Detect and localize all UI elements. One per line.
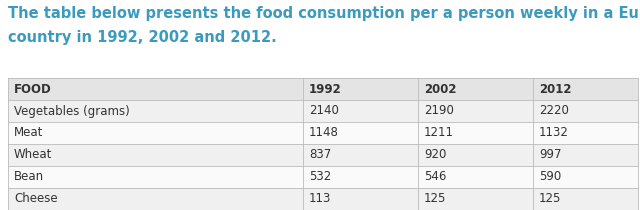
Text: Bean: Bean (14, 171, 44, 184)
Text: Vegetables (grams): Vegetables (grams) (14, 105, 130, 118)
Text: country in 1992, 2002 and 2012.: country in 1992, 2002 and 2012. (8, 30, 276, 45)
Text: 532: 532 (309, 171, 332, 184)
Text: 113: 113 (309, 193, 332, 206)
Text: 2140: 2140 (309, 105, 339, 118)
Text: Meat: Meat (14, 126, 44, 139)
Text: 1132: 1132 (539, 126, 569, 139)
Text: Cheese: Cheese (14, 193, 58, 206)
Text: 546: 546 (424, 171, 446, 184)
Text: 125: 125 (424, 193, 446, 206)
Text: 590: 590 (539, 171, 561, 184)
Text: The table below presents the food consumption per a person weekly in a European: The table below presents the food consum… (8, 6, 640, 21)
Text: 2220: 2220 (539, 105, 569, 118)
Text: 920: 920 (424, 148, 446, 161)
Text: 1211: 1211 (424, 126, 454, 139)
Text: 997: 997 (539, 148, 561, 161)
Text: 1992: 1992 (309, 83, 342, 96)
Text: 2012: 2012 (539, 83, 572, 96)
Text: 2190: 2190 (424, 105, 454, 118)
Text: 2002: 2002 (424, 83, 456, 96)
Text: Wheat: Wheat (14, 148, 52, 161)
Text: 837: 837 (309, 148, 332, 161)
Text: FOOD: FOOD (14, 83, 52, 96)
Text: 125: 125 (539, 193, 561, 206)
Text: 1148: 1148 (309, 126, 339, 139)
